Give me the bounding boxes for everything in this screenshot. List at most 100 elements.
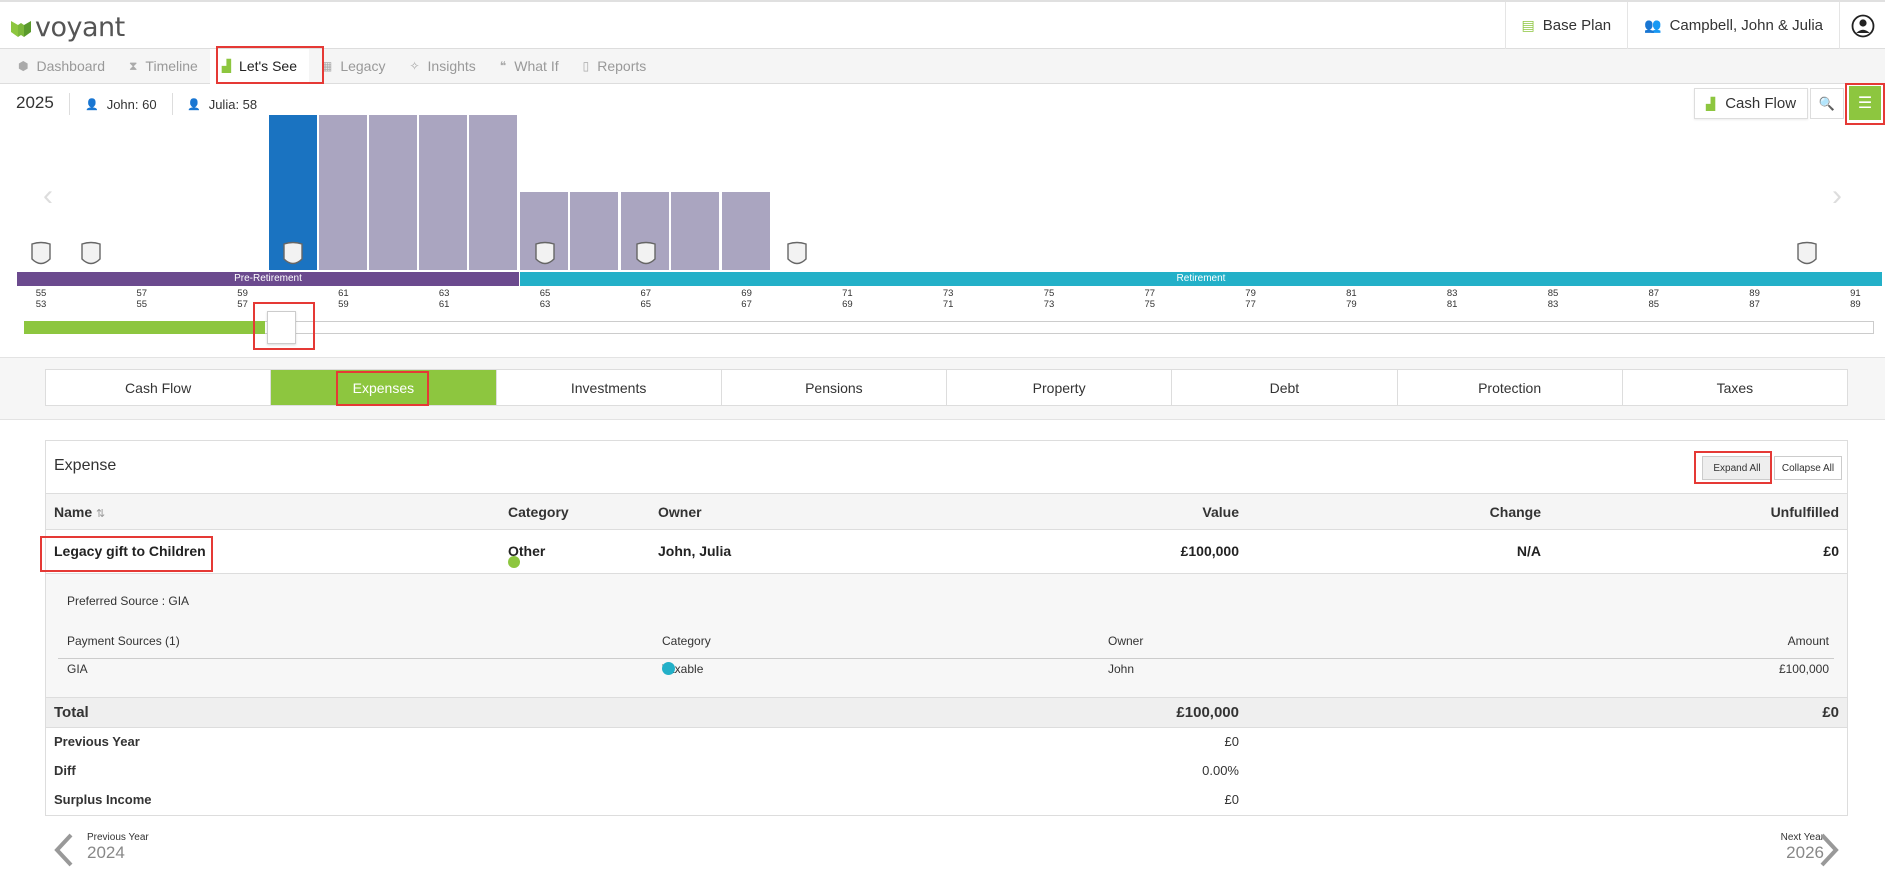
year-bar[interactable] <box>671 192 720 270</box>
event-marker-icon[interactable] <box>635 241 657 269</box>
nav-insights[interactable]: ✧ Insights <box>409 58 476 74</box>
age-tick: 81 <box>1346 288 1357 299</box>
tab-debt[interactable]: Debt <box>1172 370 1398 405</box>
year-bar[interactable] <box>722 192 771 270</box>
list-icon: ☰ <box>1857 95 1873 112</box>
age-tick: 73 <box>942 288 954 299</box>
year-bar[interactable] <box>369 115 418 270</box>
cash-flow-view-button[interactable]: ▟ Cash Flow <box>1694 88 1808 119</box>
age-tick: 69 <box>842 299 853 310</box>
client-label: Campbell, John & Julia <box>1669 17 1823 34</box>
gift-icon: ▦ <box>320 59 333 73</box>
list-view-button[interactable]: ☰ <box>1849 86 1881 120</box>
age-tick: 85 <box>1547 288 1559 299</box>
phase-retirement: Retirement <box>520 272 1882 286</box>
file-pdf-icon: ▯ <box>582 59 590 73</box>
next-year-chevron-icon[interactable] <box>1818 833 1840 867</box>
tab-investments[interactable]: Investments <box>497 370 722 405</box>
total-unfulfilled: £0 <box>1822 704 1839 721</box>
year-bar[interactable] <box>469 115 518 270</box>
year-bar[interactable] <box>419 115 468 270</box>
col-name[interactable]: Name ⇅ <box>54 504 106 520</box>
nav-dashboard[interactable]: ⬢ Dashboard <box>18 58 105 74</box>
expense-unfulfilled: £0 <box>1823 543 1839 559</box>
age-tick: 81 <box>1446 299 1458 310</box>
age-tick: 71 <box>942 299 954 310</box>
nav-timeline[interactable]: ⧗ Timeline <box>128 58 198 74</box>
age-tick: 77 <box>1245 299 1256 310</box>
nav-lets-see[interactable]: ▟ Let's See <box>209 48 309 84</box>
year-bar[interactable] <box>319 115 368 270</box>
divider <box>69 93 70 115</box>
detail-category-header: Category <box>662 634 711 648</box>
user-account-icon[interactable] <box>1839 2 1885 49</box>
age-tick: 63 <box>539 299 551 310</box>
person-john: 👤 John: 60 <box>85 97 157 112</box>
age-tick: 89 <box>1850 299 1861 310</box>
tab-cash-flow[interactable]: Cash Flow <box>46 370 272 405</box>
brand-name: voyant <box>35 12 125 43</box>
age-tick: 87 <box>1648 288 1660 299</box>
hourglass-icon: ⧗ <box>128 58 138 73</box>
client-link[interactable]: 👥 Campbell, John & Julia <box>1627 2 1839 49</box>
tab-taxes[interactable]: Taxes <box>1716 379 1754 396</box>
event-marker-icon[interactable] <box>30 241 52 269</box>
tab-expenses[interactable]: Expenses <box>271 370 497 405</box>
preferred-source: Preferred Source : GIA <box>67 594 190 608</box>
panel-header: Expense Expand All Collapse All <box>46 441 1847 493</box>
age-tick: 61 <box>438 299 450 310</box>
age-tick: 59 <box>338 299 349 310</box>
event-marker-icon[interactable] <box>80 241 102 269</box>
age-tick: 89 <box>1749 288 1760 299</box>
summary-row: Previous Year £0 <box>54 734 1239 749</box>
payment-source-owner: John <box>1108 662 1135 676</box>
expense-change: N/A <box>1516 543 1541 559</box>
age-tick: 73 <box>1043 299 1055 310</box>
timeline-next-arrow[interactable]: › <box>1832 179 1842 212</box>
previous-year-chevron-icon[interactable] <box>53 833 75 867</box>
next-year-link[interactable]: Next Year 2026 <box>1760 832 1824 863</box>
comments-icon: ❝ <box>499 59 507 73</box>
person-icon: 👤 <box>85 99 99 111</box>
age-tick: 53 <box>35 299 47 310</box>
event-marker-icon[interactable] <box>786 241 808 269</box>
base-plan-link[interactable]: ▤ Base Plan <box>1504 2 1628 49</box>
payment-source-category: Taxable <box>662 662 704 676</box>
voyant-logo-icon <box>11 20 31 37</box>
collapse-all-button[interactable]: Collapse All <box>1774 456 1842 480</box>
year-slider-handle[interactable] <box>267 311 296 344</box>
table-row[interactable]: Legacy gift to Children Other John, Juli… <box>46 530 1847 574</box>
payment-source-amount: £100,000 <box>1778 662 1829 676</box>
expand-all-button[interactable]: Expand All <box>1702 456 1772 480</box>
bar-chart-icon: ▟ <box>1705 96 1716 111</box>
search-icon: 🔍 <box>1818 95 1836 111</box>
age-tick: 61 <box>338 288 349 299</box>
person-icon: 👤 <box>187 99 201 111</box>
total-value: £100,000 <box>1176 704 1239 721</box>
expense-table-header: Name ⇅ Category Owner Value Change Unful… <box>46 493 1847 530</box>
event-marker-icon[interactable] <box>282 241 304 269</box>
voyant-logo[interactable]: voyant <box>10 12 125 43</box>
nav-legacy[interactable]: ▦ Legacy <box>320 58 386 74</box>
event-marker-icon[interactable] <box>1796 241 1818 269</box>
person-julia: 👤 Julia: 58 <box>187 97 258 112</box>
cube-icon: ⬢ <box>18 59 29 73</box>
highlight-lets-see <box>216 46 324 84</box>
timeline-prev-arrow[interactable]: ‹ <box>43 179 53 212</box>
expense-detail: Preferred Source : GIA Payment Sources (… <box>46 574 1847 698</box>
tab-protection[interactable]: Protection <box>1398 370 1623 405</box>
expense-name[interactable]: Legacy gift to Children <box>54 543 206 559</box>
event-marker-icon[interactable] <box>534 241 556 269</box>
year-bar[interactable] <box>570 192 619 270</box>
col-value: Value <box>1202 504 1239 520</box>
nav-reports[interactable]: ▯ Reports <box>582 58 647 74</box>
tab-property[interactable]: Property <box>947 370 1173 405</box>
age-tick: 57 <box>136 288 148 299</box>
previous-year-link[interactable]: Previous Year 2024 <box>87 832 149 863</box>
payment-sources-header: Payment Sources (1) <box>67 634 180 648</box>
tab-pensions[interactable]: Pensions <box>722 370 947 405</box>
phase-pre-retirement: Pre-Retirement <box>17 272 519 286</box>
expense-value: £100,000 <box>1180 543 1239 559</box>
zoom-button[interactable]: 🔍 <box>1810 88 1844 119</box>
nav-what-if[interactable]: ❝ What If <box>499 58 559 74</box>
